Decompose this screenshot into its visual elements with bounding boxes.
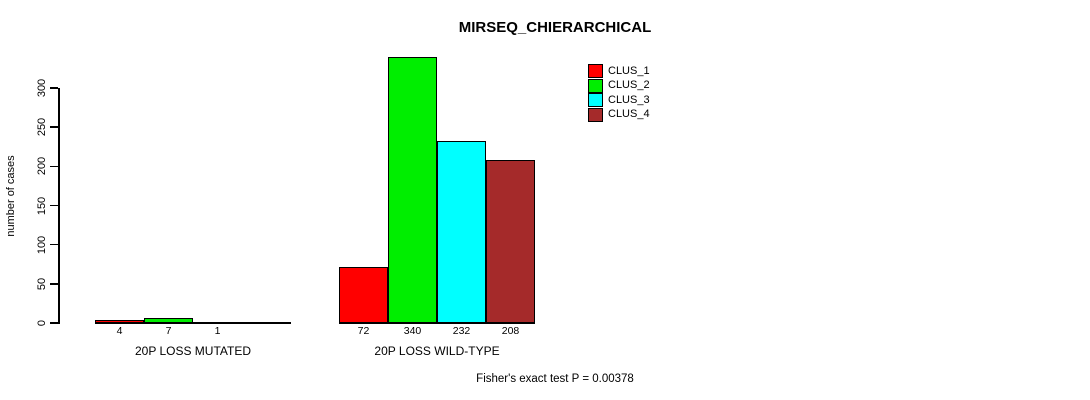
legend-swatch-icon [588,78,603,93]
legend-label: CLUS_1 [608,64,650,77]
bar-value-label: 340 [403,325,422,337]
y-tick-mark [50,126,58,128]
bar-value-label: 72 [357,325,370,337]
y-axis-label: number of cases [5,155,17,237]
bar-value-label: 232 [452,325,471,337]
legend-swatch-icon [588,93,603,108]
y-tick-mark [50,283,58,285]
legend-item-clus_1: CLUS_1 [588,64,650,79]
bar-clus_2 [144,318,193,323]
y-tick-label: 300 [36,78,48,98]
y-tick-label: 150 [36,196,48,215]
legend-item-clus_4: CLUS_4 [588,107,650,123]
bar-clus_2 [388,57,437,323]
group-label: 20P LOSS WILD-TYPE [374,344,500,358]
chart-title: MIRSEQ_CHIERARCHICAL [458,19,652,36]
y-tick-mark [50,243,58,246]
bar-value-label: 208 [501,325,520,337]
legend-swatch-icon [588,107,603,122]
y-tick-label: 200 [36,157,48,176]
y-tick-label: 250 [36,117,48,137]
y-tick-mark [50,204,58,207]
bar-value-label: 7 [165,325,172,337]
bar-value-label: 1 [214,325,221,337]
legend-label: CLUS_3 [608,93,650,106]
y-tick-mark [50,165,58,168]
y-tick-label: 100 [36,235,48,254]
group-baseline [339,322,535,324]
bar-value-label: 4 [116,325,123,337]
bar-clus_4 [486,160,535,323]
bar-clus_1 [95,320,144,323]
legend-label: CLUS_4 [608,108,650,121]
legend-label: CLUS_2 [608,79,650,92]
bar-clus_1 [339,267,388,323]
y-tick-mark [50,322,58,324]
bar-clus_3 [437,141,486,323]
legend-item-clus_2: CLUS_2 [588,78,650,94]
y-tick-label: 50 [36,277,48,290]
y-axis-line [58,88,60,324]
fisher-test-annotation: Fisher's exact test P = 0.00378 [476,373,634,385]
y-tick-mark [50,87,58,89]
bar-clus_3 [193,322,242,324]
legend-swatch-icon [588,64,603,79]
y-tick-label: 0 [36,319,48,327]
legend-item-clus_3: CLUS_3 [588,93,650,108]
group-label: 20P LOSS MUTATED [134,344,252,358]
legend: CLUS_1 CLUS_2 CLUS_3 CLUS_4 [588,64,650,122]
